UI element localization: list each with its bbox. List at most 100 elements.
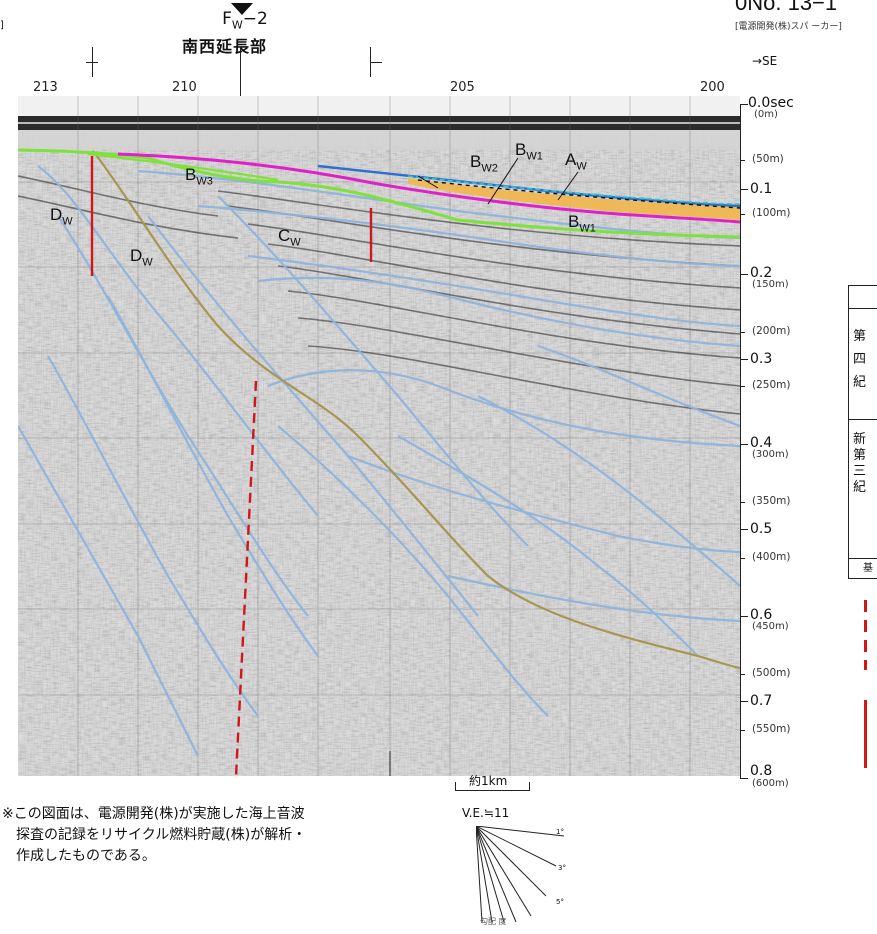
fault-marker-icon (231, 0, 253, 19)
axis-time-label: 0.0sec (748, 95, 794, 111)
seismic-section (18, 96, 740, 776)
scale-label: 約1km (469, 774, 508, 788)
legend-text: 三 (853, 464, 867, 479)
survey-tick-bar (86, 62, 98, 63)
unit-sub: W3 (196, 175, 213, 188)
axis-tick (740, 104, 748, 105)
axis-depth-label: (150m) (752, 279, 789, 290)
aw-horizon (317, 164, 740, 208)
axis-time-label: 0.4 (750, 435, 773, 451)
legend-row-divider (849, 419, 877, 420)
axis-depth-label: (0m) (754, 109, 778, 120)
axis-tick (740, 730, 745, 731)
unit-base: B (568, 212, 580, 231)
unit-sub: W (62, 215, 73, 228)
axis-time-label: 0.3 (750, 351, 773, 367)
unit-label-bw1-top: BW1 (515, 140, 543, 162)
legend-text: 基 (863, 563, 873, 574)
axis-depth-label: (100m) (752, 207, 791, 219)
water-column (18, 130, 740, 150)
legend-fault-dashed-icon (864, 600, 867, 670)
footnote-line: ※この図面は、電源開発(株)が実施した海上音波 (2, 806, 305, 822)
slope-caption: 勾配 度 (480, 917, 507, 926)
axis-depth-label: (50m) (752, 153, 784, 165)
direction-label: →SE (752, 54, 778, 68)
axis-tick (740, 160, 745, 161)
corner-mark: ] (0, 20, 4, 31)
shotpoint-label: 200 (700, 80, 725, 95)
cw-horizon-upper (87, 152, 279, 182)
unit-label-bw1-low: BW1 (568, 212, 596, 234)
unit-base: D (130, 246, 143, 265)
scale-bar: 約1km (455, 774, 530, 800)
axis-tick (740, 701, 748, 702)
axis-tick (740, 558, 745, 559)
unit-base: A (565, 150, 577, 169)
unit-label-dw-left: DW (50, 205, 73, 227)
scale-line (455, 790, 530, 791)
unit-label-cw: CW (278, 226, 301, 248)
record-texture-lower (18, 146, 740, 776)
bw2-base-dashed (417, 179, 740, 209)
legend-table: 第 四 紀 新 第 三 紀 基 (848, 285, 877, 579)
label-pointers (417, 157, 579, 205)
fault-line-dashed (234, 380, 258, 776)
slope-label: 5° (556, 898, 564, 906)
bubble-pulse-line (18, 122, 740, 124)
record-source: [電源開発(株)スパ ーカー] (735, 22, 842, 32)
legend-text: 四 (853, 352, 867, 367)
unit-sub: W (290, 236, 301, 249)
unit-sub: W (576, 160, 587, 173)
axis-tick (740, 444, 748, 445)
axis-tick (740, 189, 748, 190)
survey-tick-bar (370, 62, 382, 63)
fault-title: FW−2 (200, 9, 290, 35)
axis-time-label: 0.6 (750, 607, 773, 623)
axis-tick (740, 616, 748, 617)
slope-fan-svg (475, 825, 565, 923)
unit-label-bw2: BW2 (470, 152, 498, 174)
unit-label-dw-mid: DW (130, 246, 153, 268)
axis-tick (740, 274, 748, 275)
legend-text: 第 (853, 329, 867, 344)
slope-label: 3° (558, 864, 566, 872)
axis-time-label: 0.8 (750, 763, 773, 779)
record-number: 0No. 13−1 (735, 0, 838, 15)
legend-fault-solid-icon (864, 700, 867, 768)
shotpoint-label: 213 (33, 80, 58, 95)
slope-diagram: 1° 3° 5° 勾配 度 (475, 825, 576, 930)
fault-description: 南西延長部 (182, 37, 268, 56)
footnote: ※この図面は、電源開発(株)が実施した海上音波 探査の記録をリサイクル燃料貯蔵(… (2, 804, 452, 867)
axis-tick (740, 529, 748, 530)
axis-tick (740, 332, 745, 333)
bw2-wedge (408, 178, 740, 220)
axis-depth-label: (450m) (752, 621, 789, 632)
unit-label-bw3: BW3 (185, 165, 213, 187)
unit-base: B (185, 165, 197, 184)
axis-tick (740, 778, 748, 779)
slope-label: 1° (556, 828, 564, 836)
axis-tick (740, 674, 745, 675)
legend-text: 第 (853, 448, 867, 463)
unit-base: D (50, 205, 63, 224)
unit-base: C (278, 226, 291, 245)
axis-depth-label: (250m) (752, 379, 791, 391)
axis-depth-label: (500m) (752, 667, 791, 679)
axis-depth-label: (350m) (752, 495, 791, 507)
shotpoint-label: 205 (450, 80, 475, 95)
unit-label-aw: AW (565, 150, 587, 172)
axis-depth-label: (550m) (752, 723, 791, 735)
axis-time-label: 0.1 (750, 181, 773, 197)
footnote-line: 探査の記録をリサイクル燃料貯蔵(株)が解析・ (16, 827, 307, 843)
legend-text: 紀 (853, 375, 867, 390)
scale-end (529, 782, 530, 791)
unit-sub: W1 (579, 222, 596, 235)
fault-sub: W (231, 18, 243, 32)
axis-depth-label: (400m) (752, 551, 791, 563)
axis-depth-label: (300m) (752, 449, 789, 460)
fault-suffix: −2 (242, 9, 268, 29)
unit-sub: W2 (481, 162, 498, 175)
survey-tick (240, 47, 241, 99)
fault-name: F (222, 9, 232, 29)
legend-text: 新 (853, 432, 867, 447)
